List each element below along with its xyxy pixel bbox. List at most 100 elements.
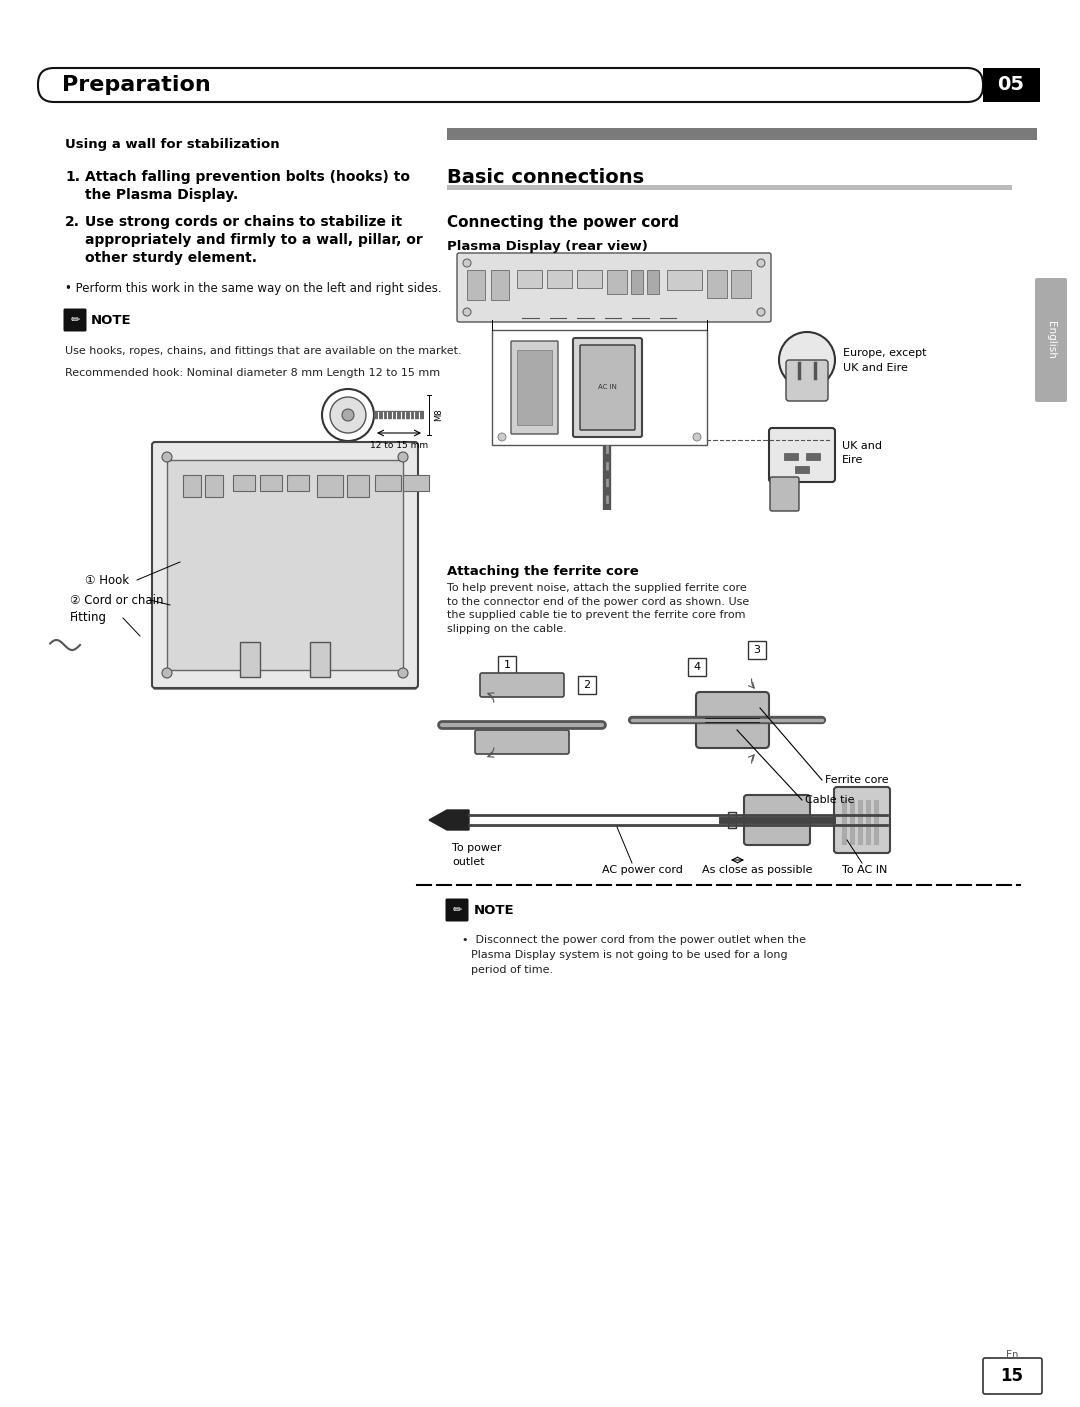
FancyBboxPatch shape <box>457 253 771 322</box>
Circle shape <box>322 388 374 440</box>
Text: NOTE: NOTE <box>474 903 515 916</box>
Text: UK and: UK and <box>842 440 882 452</box>
FancyBboxPatch shape <box>769 428 835 483</box>
Text: Recommended hook: Nominal diameter 8 mm Length 12 to 15 mm: Recommended hook: Nominal diameter 8 mm … <box>65 369 441 378</box>
FancyBboxPatch shape <box>858 801 863 846</box>
Text: ✏: ✏ <box>70 315 80 325</box>
FancyBboxPatch shape <box>403 476 429 491</box>
FancyBboxPatch shape <box>1035 279 1067 402</box>
FancyBboxPatch shape <box>492 331 707 445</box>
Text: 1.: 1. <box>65 170 80 184</box>
Circle shape <box>162 452 172 461</box>
Text: 2.: 2. <box>65 215 80 229</box>
Text: AC IN: AC IN <box>597 384 617 390</box>
Text: Using a wall for stabilization: Using a wall for stabilization <box>65 138 280 151</box>
FancyBboxPatch shape <box>786 360 828 401</box>
Text: Attaching the ferrite core: Attaching the ferrite core <box>447 566 638 578</box>
Text: AC power cord: AC power cord <box>602 865 683 875</box>
FancyBboxPatch shape <box>517 270 542 288</box>
FancyBboxPatch shape <box>983 1358 1042 1394</box>
FancyBboxPatch shape <box>573 338 642 438</box>
Text: the Plasma Display.: the Plasma Display. <box>85 189 239 203</box>
FancyBboxPatch shape <box>498 656 516 674</box>
Text: Cable tie: Cable tie <box>805 795 854 805</box>
Text: 1: 1 <box>503 660 511 670</box>
Text: 4: 4 <box>693 663 701 673</box>
FancyBboxPatch shape <box>580 345 635 431</box>
FancyBboxPatch shape <box>167 460 403 670</box>
FancyBboxPatch shape <box>842 801 847 846</box>
Text: ✏: ✏ <box>453 905 461 915</box>
FancyBboxPatch shape <box>866 801 870 846</box>
FancyBboxPatch shape <box>183 476 201 497</box>
Text: As close as possible: As close as possible <box>702 865 812 875</box>
Text: ① Hook: ① Hook <box>85 574 130 587</box>
Circle shape <box>498 433 507 440</box>
FancyBboxPatch shape <box>744 795 810 846</box>
Circle shape <box>794 362 802 370</box>
Text: To power: To power <box>453 843 501 853</box>
FancyBboxPatch shape <box>647 270 659 294</box>
Circle shape <box>330 397 366 433</box>
Text: NOTE: NOTE <box>91 314 132 326</box>
FancyBboxPatch shape <box>631 270 643 294</box>
FancyBboxPatch shape <box>688 658 706 675</box>
FancyBboxPatch shape <box>834 787 890 853</box>
Text: Attach falling prevention bolts (hooks) to: Attach falling prevention bolts (hooks) … <box>85 170 410 184</box>
Circle shape <box>757 308 765 317</box>
FancyBboxPatch shape <box>457 253 771 322</box>
FancyBboxPatch shape <box>318 476 343 497</box>
FancyBboxPatch shape <box>728 812 735 827</box>
Text: Use strong cords or chains to stabilize it: Use strong cords or chains to stabilize … <box>85 215 402 229</box>
FancyBboxPatch shape <box>731 270 751 298</box>
Text: To help prevent noise, attach the supplied ferrite core
to the connector end of : To help prevent noise, attach the suppli… <box>447 582 750 633</box>
Text: 3: 3 <box>754 644 760 656</box>
Text: period of time.: period of time. <box>471 965 553 975</box>
Text: •  Disconnect the power cord from the power outlet when the: • Disconnect the power cord from the pow… <box>462 936 806 946</box>
FancyBboxPatch shape <box>850 801 855 846</box>
Text: Europe, except: Europe, except <box>843 348 927 357</box>
Text: Fitting: Fitting <box>70 612 107 625</box>
FancyBboxPatch shape <box>667 270 702 290</box>
FancyBboxPatch shape <box>874 801 879 846</box>
Text: Plasma Display system is not going to be used for a long: Plasma Display system is not going to be… <box>471 950 787 960</box>
Circle shape <box>399 452 408 461</box>
Text: • Perform this work in the same way on the left and right sides.: • Perform this work in the same way on t… <box>65 281 442 295</box>
Text: Ferrite core: Ferrite core <box>825 775 889 785</box>
Circle shape <box>463 308 471 317</box>
Text: To AC IN: To AC IN <box>842 865 888 875</box>
FancyBboxPatch shape <box>240 642 260 677</box>
FancyBboxPatch shape <box>517 350 552 425</box>
Text: Basic connections: Basic connections <box>447 167 644 187</box>
Bar <box>983 68 1040 101</box>
FancyBboxPatch shape <box>152 442 418 688</box>
Bar <box>447 184 1012 190</box>
FancyBboxPatch shape <box>233 476 255 491</box>
FancyBboxPatch shape <box>806 453 820 460</box>
Text: UK and Eire: UK and Eire <box>843 363 908 373</box>
FancyBboxPatch shape <box>511 340 558 433</box>
FancyBboxPatch shape <box>607 270 627 294</box>
FancyBboxPatch shape <box>260 476 282 491</box>
FancyBboxPatch shape <box>578 675 596 694</box>
Text: Eire: Eire <box>842 454 863 464</box>
Text: outlet: outlet <box>453 857 485 867</box>
Bar <box>447 128 1037 141</box>
FancyBboxPatch shape <box>491 270 509 300</box>
Text: Use hooks, ropes, chains, and fittings that are available on the market.: Use hooks, ropes, chains, and fittings t… <box>65 346 461 356</box>
FancyBboxPatch shape <box>480 673 564 696</box>
FancyBboxPatch shape <box>287 476 309 491</box>
Text: 12 to 15 mm: 12 to 15 mm <box>370 440 428 450</box>
Text: appropriately and firmly to a wall, pillar, or: appropriately and firmly to a wall, pill… <box>85 234 422 248</box>
FancyBboxPatch shape <box>375 476 401 491</box>
Text: 2: 2 <box>583 680 591 689</box>
Circle shape <box>342 409 354 421</box>
FancyBboxPatch shape <box>770 477 799 511</box>
Text: 05: 05 <box>998 76 1025 94</box>
FancyBboxPatch shape <box>446 899 469 922</box>
FancyBboxPatch shape <box>467 270 485 300</box>
FancyBboxPatch shape <box>475 730 569 754</box>
Text: other sturdy element.: other sturdy element. <box>85 250 257 265</box>
Text: Preparation: Preparation <box>62 75 211 96</box>
FancyBboxPatch shape <box>38 68 983 101</box>
